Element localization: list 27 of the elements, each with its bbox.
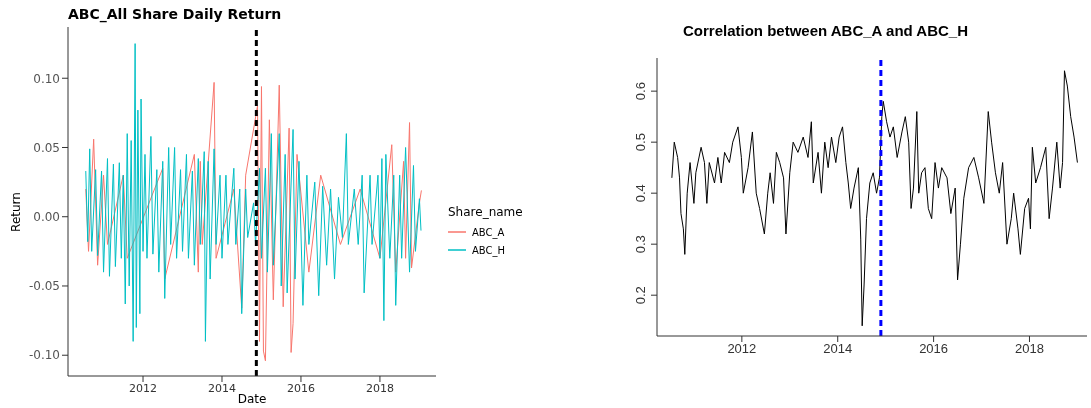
y-tick-label: 0.2 (633, 286, 648, 305)
chart-title: ABC_All Share Daily Return (68, 6, 282, 22)
x-axis-title: Date (237, 392, 267, 406)
y-tick-label: -0.10 (28, 348, 60, 363)
y-tick-label: 0.5 (633, 133, 648, 152)
x-tick-label: 2014 (207, 381, 236, 395)
x-tick-label: 2016 (286, 381, 315, 395)
line-series (671, 70, 1078, 327)
line-series (85, 43, 422, 342)
legend-label: ABC_A (472, 226, 505, 238)
y-tick-label: 0.3 (633, 235, 648, 254)
chart-title: Correlation between ABC_A and ABC_H (681, 22, 969, 39)
y-axis-title: Return (9, 192, 23, 232)
legend-title: Share_name (448, 205, 523, 219)
y-tick-label: 0.10 (33, 71, 60, 86)
y-tick-label: 0.4 (633, 184, 648, 203)
x-tick-label: 2018 (1015, 341, 1044, 357)
legend-label: ABC_H (472, 244, 506, 256)
y-tick-label: 0.6 (633, 82, 648, 101)
x-tick-label: 2016 (919, 341, 949, 357)
y-tick-label: 0.00 (33, 209, 60, 224)
x-tick-label: 2012 (727, 341, 757, 357)
x-tick-label: 2018 (365, 381, 394, 395)
x-tick-label: 2012 (129, 381, 158, 395)
y-tick-label: 0.05 (33, 140, 60, 155)
y-tick-label: -0.05 (28, 279, 60, 294)
x-tick-label: 2014 (823, 341, 853, 357)
